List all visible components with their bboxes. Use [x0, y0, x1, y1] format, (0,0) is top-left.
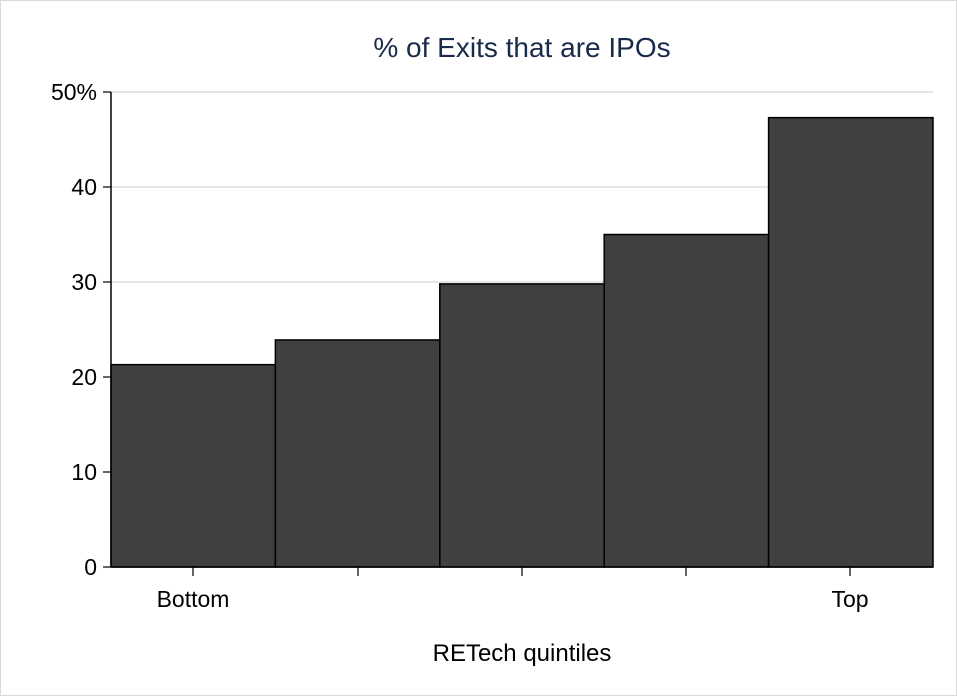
x-tick-labels: Bottom Top	[157, 586, 869, 612]
bar	[110, 363, 277, 568]
x-tick-label: Bottom	[157, 586, 230, 612]
x-tick-label: Top	[831, 586, 868, 612]
y-tick-label: 40	[71, 174, 97, 200]
y-tick-labels: 0 10 20 30 40 50%	[51, 79, 97, 580]
chart-title: % of Exits that are IPOs	[373, 32, 670, 63]
bar	[439, 283, 605, 568]
bar	[274, 339, 441, 568]
x-axis-title: RETech quintiles	[433, 640, 612, 667]
y-tick-label: 0	[84, 554, 97, 580]
bars	[110, 116, 934, 568]
y-tick-label: 30	[71, 269, 97, 295]
bar	[767, 116, 934, 568]
y-tick-label: 20	[71, 364, 97, 390]
axes	[103, 91, 933, 576]
y-tick-label: 50%	[51, 79, 97, 105]
bar	[603, 233, 770, 568]
y-tick-label: 10	[71, 459, 97, 485]
